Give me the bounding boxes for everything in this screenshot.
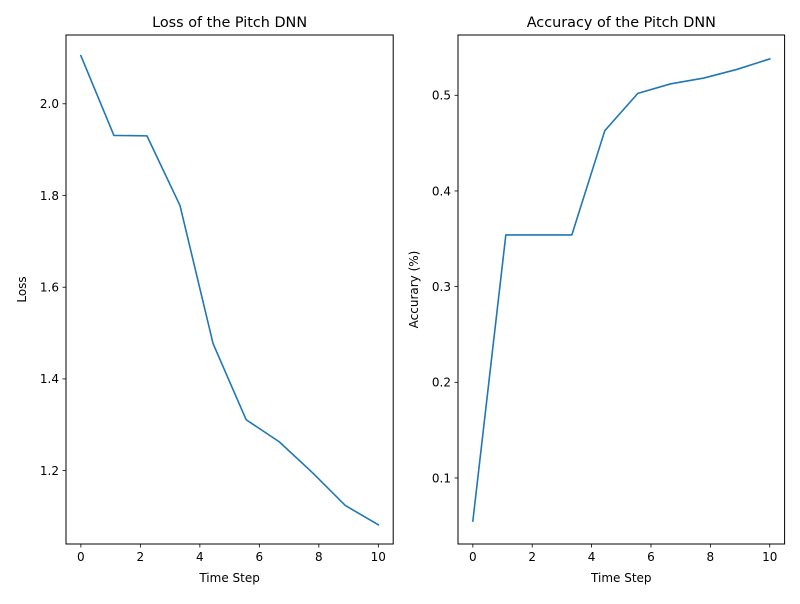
x-tick-label: 10 xyxy=(762,550,777,564)
y-axis-label: Loss xyxy=(15,276,29,302)
series-line xyxy=(471,57,771,522)
x-tick-label: 6 xyxy=(256,550,264,564)
x-tick-label: 8 xyxy=(707,550,715,564)
x-tick-label: 2 xyxy=(528,550,536,564)
axes-frame xyxy=(457,34,786,545)
y-tick-label: 0.5 xyxy=(432,89,451,103)
x-axis-label: Time Step xyxy=(198,571,260,585)
y-tick-label: 1.8 xyxy=(40,189,59,203)
y-tick-label: 0.4 xyxy=(432,184,451,198)
y-tick-label: 0.2 xyxy=(432,376,451,390)
y-tick-label: 2.0 xyxy=(40,97,59,111)
x-tick-label: 6 xyxy=(647,550,655,564)
y-axis-label: Accurary (%) xyxy=(407,251,421,329)
axes-frame xyxy=(65,34,394,545)
chart-title: Loss of the Pitch DNN xyxy=(152,15,307,31)
y-tick-label: 1.4 xyxy=(40,372,59,386)
x-tick-label: 0 xyxy=(77,550,85,564)
x-tick-label: 0 xyxy=(469,550,477,564)
y-tick-label: 1.2 xyxy=(40,464,59,478)
loss-chart: Loss of the Pitch DNN Time Step Loss 0 2 4… xyxy=(15,15,394,585)
chart-title: Accuracy of the Pitch DNN xyxy=(527,15,716,31)
y-tick-label: 0.1 xyxy=(432,471,451,485)
x-tick-label: 10 xyxy=(371,550,386,564)
x-tick-label: 2 xyxy=(137,550,145,564)
x-tick-label: 8 xyxy=(315,550,323,564)
series-line xyxy=(79,54,380,526)
accuracy-chart: Accuracy of the Pitch DNN Time Step Accu… xyxy=(407,15,786,585)
x-tick-label: 4 xyxy=(588,550,596,564)
x-tick-label: 4 xyxy=(196,550,204,564)
y-tick-label: 0.3 xyxy=(432,280,451,294)
x-axis-label: Time Step xyxy=(590,571,652,585)
y-tick-label: 1.6 xyxy=(40,281,59,295)
